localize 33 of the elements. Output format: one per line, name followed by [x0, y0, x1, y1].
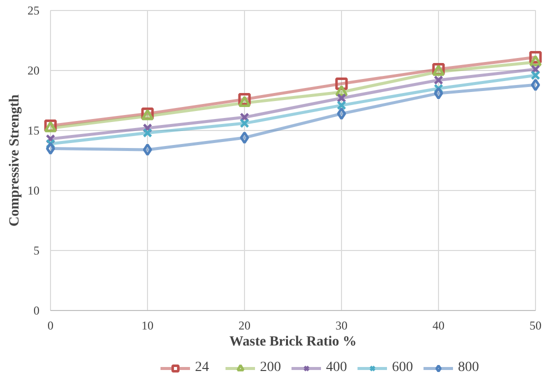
point — [142, 128, 152, 138]
y-axis-title: Compressive Strength — [8, 94, 22, 227]
point — [434, 87, 444, 100]
point — [336, 100, 346, 110]
point — [142, 143, 152, 156]
y-tick-label: 15 — [28, 124, 40, 138]
legend-label: 400 — [326, 360, 347, 376]
point — [530, 70, 540, 80]
point — [336, 93, 346, 103]
point — [529, 55, 542, 66]
point — [240, 131, 250, 144]
legend-label: 800 — [458, 360, 479, 376]
y-tick-label: 25 — [28, 4, 40, 18]
point — [434, 75, 444, 85]
legend-label: 200 — [260, 360, 281, 376]
x-tick-label: 40 — [432, 318, 444, 332]
y-tick-label: 10 — [28, 184, 40, 198]
x-tick-label: 50 — [530, 318, 542, 332]
x-tick-label: 0 — [48, 318, 54, 332]
x-tick-label: 30 — [336, 318, 348, 332]
point — [238, 96, 251, 108]
point — [530, 78, 540, 92]
point — [46, 142, 56, 155]
x-tick-label: 20 — [238, 318, 250, 332]
point — [336, 107, 346, 120]
legend-label: 24 — [195, 360, 210, 376]
y-tick-label: 5 — [34, 244, 40, 258]
y-tick-label: 0 — [34, 304, 40, 318]
y-tick-label: 20 — [28, 64, 40, 78]
x-axis-title: Waste Brick Ratio % — [229, 334, 357, 350]
point — [240, 118, 250, 128]
legend-label: 600 — [392, 360, 413, 376]
x-tick-label: 10 — [142, 318, 154, 332]
